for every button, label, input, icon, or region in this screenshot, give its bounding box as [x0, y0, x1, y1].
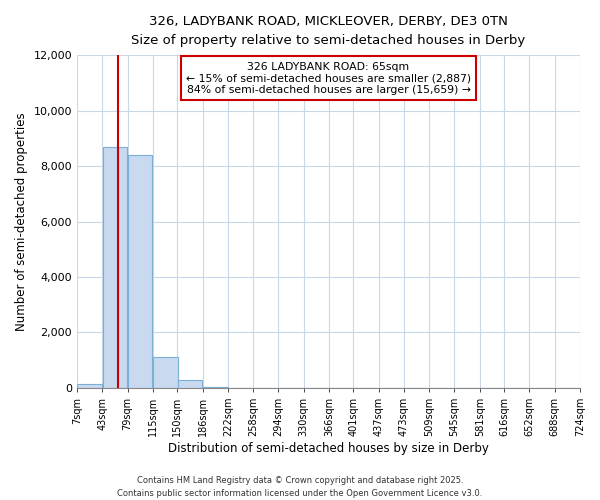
Bar — [128, 155, 152, 388]
Bar — [153, 358, 178, 388]
Bar — [203, 386, 227, 388]
Bar — [103, 146, 127, 388]
Text: Contains HM Land Registry data © Crown copyright and database right 2025.
Contai: Contains HM Land Registry data © Crown c… — [118, 476, 482, 498]
Title: 326, LADYBANK ROAD, MICKLEOVER, DERBY, DE3 0TN
Size of property relative to semi: 326, LADYBANK ROAD, MICKLEOVER, DERBY, D… — [131, 15, 526, 47]
X-axis label: Distribution of semi-detached houses by size in Derby: Distribution of semi-detached houses by … — [168, 442, 489, 455]
Bar — [77, 384, 102, 388]
Bar — [178, 380, 202, 388]
Y-axis label: Number of semi-detached properties: Number of semi-detached properties — [15, 112, 28, 331]
Text: 326 LADYBANK ROAD: 65sqm
← 15% of semi-detached houses are smaller (2,887)
84% o: 326 LADYBANK ROAD: 65sqm ← 15% of semi-d… — [186, 62, 471, 95]
